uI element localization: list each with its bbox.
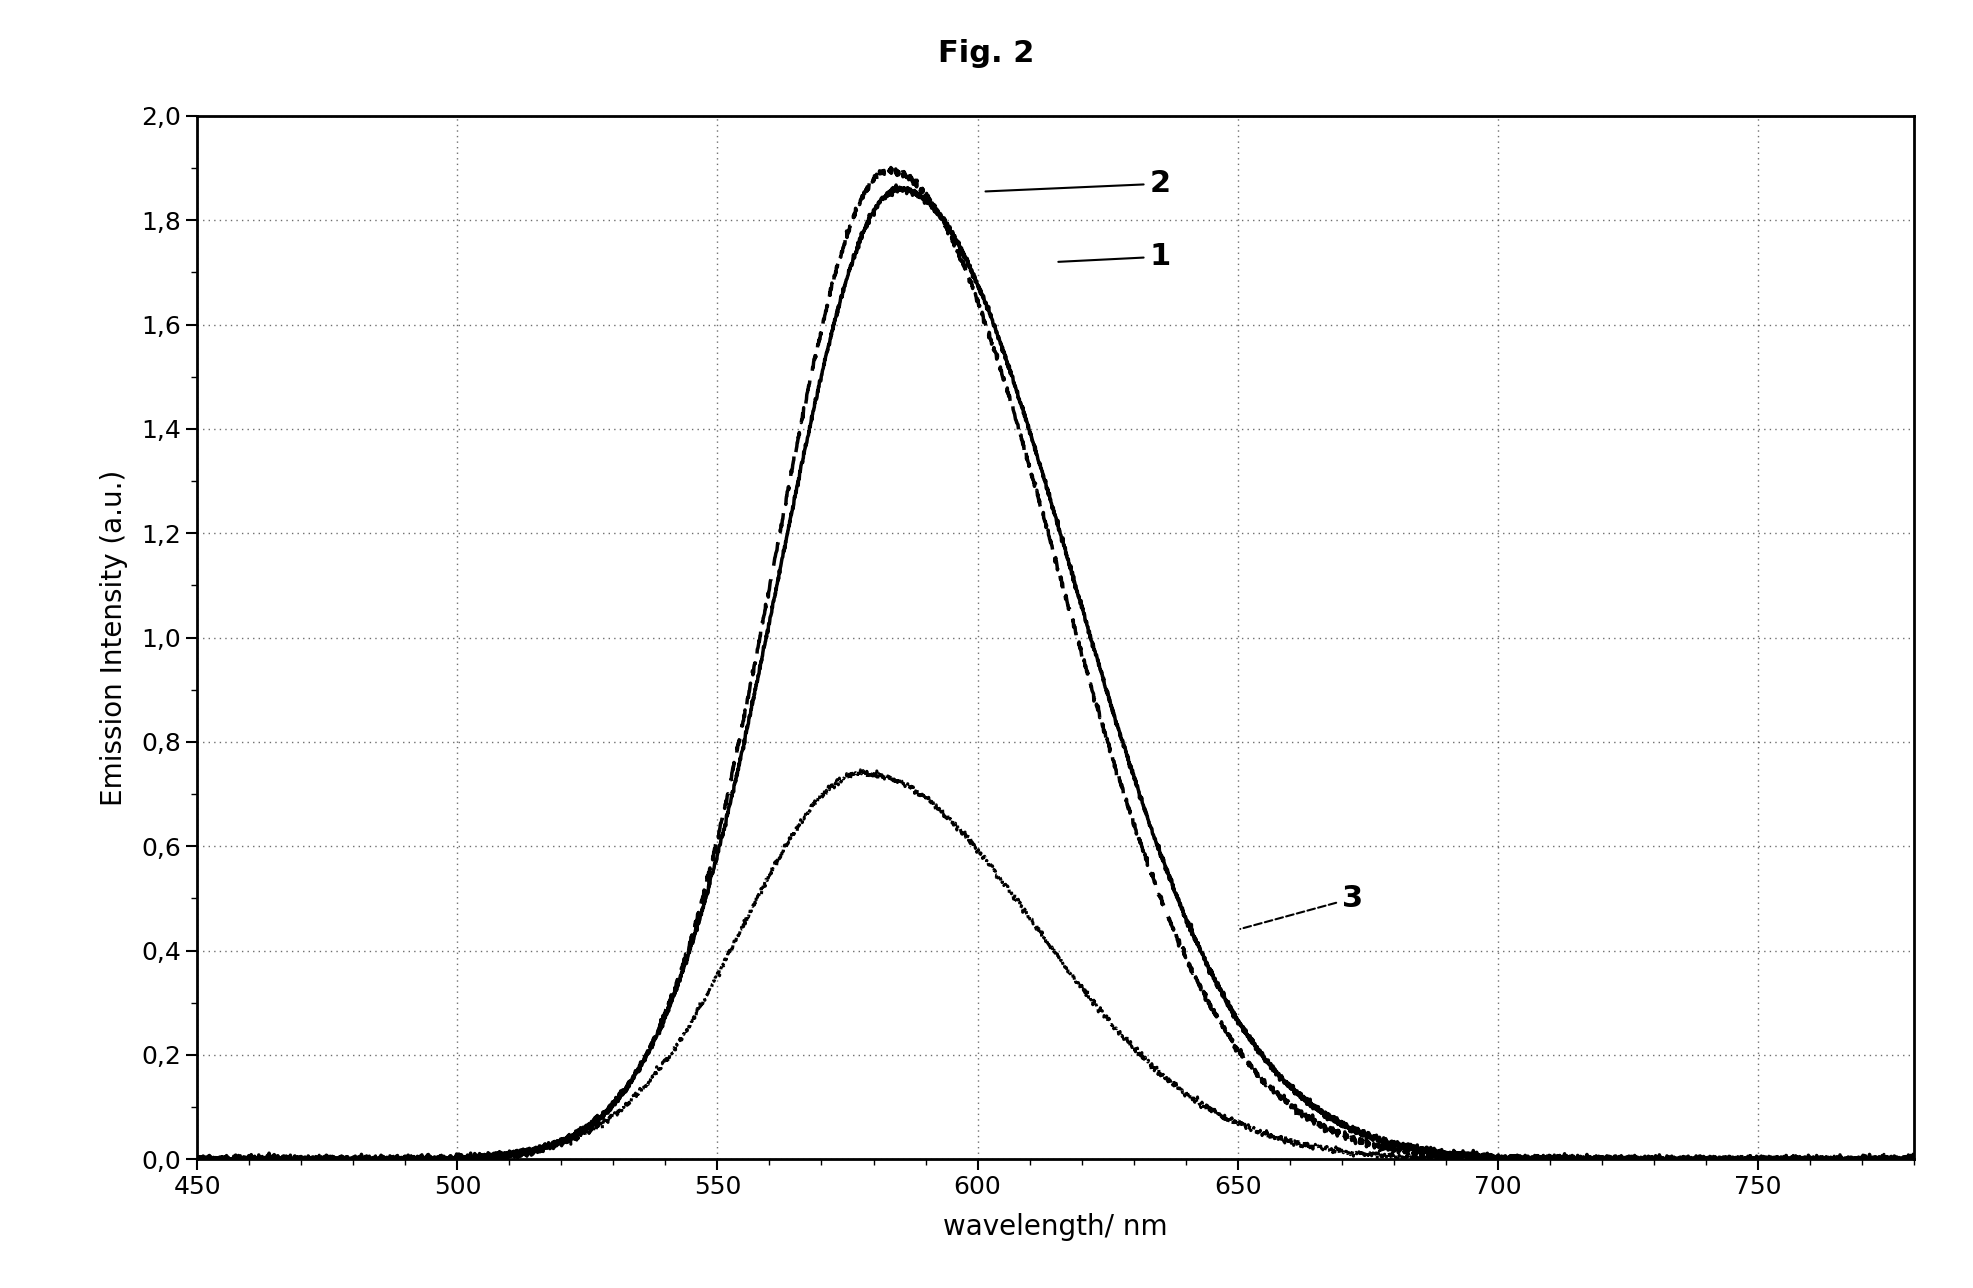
X-axis label: wavelength/ nm: wavelength/ nm bbox=[943, 1213, 1168, 1242]
Y-axis label: Emission Intensity (a.u.): Emission Intensity (a.u.) bbox=[99, 469, 128, 806]
Text: 1: 1 bbox=[1058, 242, 1170, 272]
Text: 2: 2 bbox=[985, 169, 1170, 198]
Text: Fig. 2: Fig. 2 bbox=[939, 39, 1034, 68]
Text: 3: 3 bbox=[1241, 884, 1363, 929]
